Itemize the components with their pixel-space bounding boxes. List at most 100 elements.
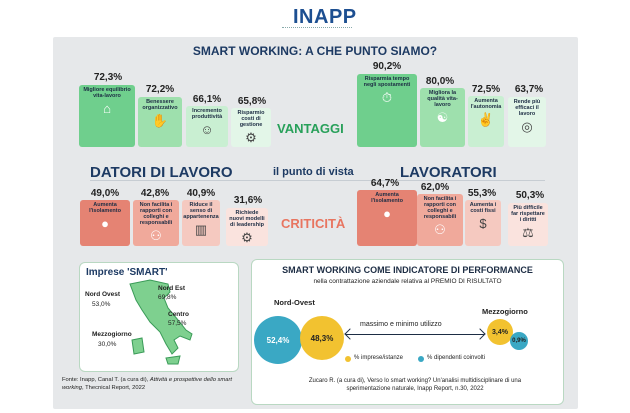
lv-pct-3: 63,7% — [514, 84, 544, 95]
belonging-icon: ▥ — [194, 222, 208, 237]
dv-pct-3: 65,8% — [237, 96, 267, 107]
divider — [90, 180, 545, 181]
dv-bar-2: Incremento produttività ☺ — [186, 106, 228, 147]
bubble-nord-ovest-imprese: 48,3% — [300, 316, 344, 360]
rights-icon: ⚖ — [522, 225, 534, 240]
dv-label-0: Migliore equilibrio vita-lavoro — [83, 87, 131, 99]
bubble-mezzogiorno-imprese: 3,4% — [487, 319, 513, 345]
autonomy-icon: ✌ — [477, 112, 495, 127]
legend-imprese-swatch — [345, 356, 351, 362]
lv-label-0: Risparmia tempo negli spostamenti — [363, 76, 411, 88]
source-left-suffix: , Thecnical Report, 2022 — [81, 384, 146, 391]
region-mezzogiorno-value: 30,0% — [98, 341, 117, 348]
punto-vista-label: il punto di vista — [273, 166, 354, 178]
region-nord-ovest-value: 53,0% — [92, 301, 111, 308]
dv-pct-2: 66,1% — [192, 94, 222, 105]
target-icon: ◎ — [521, 119, 533, 134]
bubble-mezzogiorno-dipendenti: 0,9% — [510, 332, 528, 350]
lc-pct-1: 62,0% — [420, 182, 450, 193]
italy-map — [129, 279, 193, 365]
dv-pct-1: 72,2% — [145, 84, 175, 95]
lv-label-2: Aumenta l'autonomia — [470, 98, 502, 110]
commute-icon: ⏱ — [381, 90, 393, 105]
region-nord-ovest: Nord Ovest — [85, 291, 121, 298]
dc-label-1: Non facilita i rapporti con colleghi e r… — [139, 202, 173, 226]
dc-bar-3: Richiede nuovi modelli di leadership ⚙ — [226, 208, 268, 246]
dv-label-2: Incremento produttività — [191, 108, 223, 120]
imprese-card — [79, 262, 239, 372]
lavoratori-header: LAVORATORI — [400, 164, 497, 181]
dv-bar-3: Risparmio costi di gestione ⚙ — [231, 108, 271, 147]
savings-icon: ⚙ — [245, 130, 257, 145]
range-label: massimo e minimo utilizzo — [360, 321, 442, 328]
work-life-balance-icon: ⌂ — [103, 101, 111, 116]
lv-bar-1: Migliora la qualità vita-lavoro ☯ — [420, 88, 465, 147]
dc-bar-2: Riduce il senso di appartenenza ▥ — [182, 200, 220, 246]
bubble-nord-ovest-dipendenti: 52,4% — [254, 316, 302, 364]
lc-label-1: Non facilita i rapporti con colleghi e r… — [423, 196, 457, 220]
page-title: SMART WORKING: A CHE PUNTO SIAMO? — [192, 44, 438, 58]
lv-pct-2: 72,5% — [471, 84, 501, 95]
leadership-icon: ⚙ — [241, 230, 253, 245]
dv-label-3: Risparmio costi di gestione — [237, 110, 265, 128]
region-nord-est-value: 69,8% — [158, 294, 177, 301]
lc-pct-2: 55,3% — [467, 188, 497, 199]
dc-pct-3: 31,6% — [233, 195, 263, 206]
mezzogiorno-label: Mezzogiorno — [482, 307, 528, 316]
performance-title: SMART WORKING COME INDICATORE DI PERFORM… — [282, 265, 533, 275]
legend-dipendenti-swatch — [418, 356, 424, 362]
performance-source: Zucaro R. (a cura di), Verso lo smart wo… — [308, 378, 522, 392]
dc-label-0: Aumenta l'isolamento — [89, 202, 121, 214]
team-icon: ⚇ — [434, 222, 446, 237]
lc-bar-1: Non facilita i rapporti con colleghi e r… — [417, 194, 463, 246]
lc-label-2: Aumenta i costi fissi — [469, 202, 497, 214]
productivity-icon: ☺ — [200, 122, 214, 137]
source-left: Fonte: Inapp, Canal T. (a cura di), Atti… — [62, 377, 242, 392]
dv-bar-0: Migliore equilibrio vita-lavoro ⌂ — [79, 85, 135, 147]
region-nord-est: Nord Est — [158, 285, 186, 292]
dc-label-3: Richiede nuovi modelli di leadership — [229, 210, 265, 228]
inapp-logo: INAPP — [293, 6, 357, 28]
lv-bar-3: Rende più efficaci il lavoro ◎ — [508, 97, 546, 147]
isolation-icon: ● — [383, 206, 391, 221]
region-centro: Centro — [168, 311, 189, 318]
nord-ovest-label: Nord-Ovest — [274, 298, 315, 307]
dv-label-1: Benessere organizzativo — [142, 99, 178, 111]
lv-pct-1: 80,0% — [425, 76, 455, 87]
region-mezzogiorno: Mezzogiorno — [92, 331, 132, 338]
lc-pct-3: 50,3% — [515, 190, 545, 201]
lc-pct-0: 64,7% — [370, 178, 400, 189]
handshake-icon: ✋ — [151, 113, 169, 128]
range-line — [346, 334, 484, 335]
lv-bar-2: Aumenta l'autonomia ✌ — [468, 96, 504, 147]
source-left-prefix: Fonte: Inapp, Canal T. (a cura di), — [62, 377, 150, 383]
lv-label-1: Migliora la qualità vita-lavoro — [427, 90, 458, 108]
lc-bar-3: Più difficile far rispettare i diritti ⚖ — [508, 203, 548, 246]
lc-bar-2: Aumenta i costi fissi $ — [465, 200, 501, 246]
yoga-icon: ☯ — [436, 110, 449, 125]
dc-label-2: Riduce il senso di appartenenza — [183, 202, 219, 220]
dc-pct-2: 40,9% — [186, 188, 216, 199]
lc-label-3: Più difficile far rispettare i diritti — [511, 205, 545, 223]
vantaggi-label: VANTAGGI — [277, 121, 344, 136]
dc-bar-0: Aumenta l'isolamento ● — [80, 200, 130, 246]
dc-bar-1: Non facilita i rapporti con colleghi e r… — [133, 200, 179, 246]
dv-pct-0: 72,3% — [93, 72, 123, 83]
team-icon: ⚇ — [150, 228, 162, 243]
lv-pct-0: 90,2% — [372, 61, 402, 72]
region-centro-value: 57,5% — [168, 320, 187, 327]
logo-underline — [282, 27, 352, 31]
criticita-label: CRITICITÀ — [281, 216, 346, 231]
costs-icon: $ — [479, 216, 487, 231]
lv-label-3: Rende più efficaci il lavoro — [513, 99, 541, 117]
isolation-icon: ● — [101, 216, 109, 231]
source-left-italic: Attività e prospettive dello smart worki… — [62, 377, 233, 391]
lv-bar-0: Risparmia tempo negli spostamenti ⏱ — [357, 74, 417, 147]
lc-label-0: Aumenta l'isolamento — [371, 192, 403, 204]
datori-header: DATORI DI LAVORO — [90, 164, 233, 181]
dc-pct-0: 49,0% — [90, 188, 120, 199]
lc-bar-0: Aumenta l'isolamento ● — [357, 190, 417, 246]
dc-pct-1: 42,8% — [140, 188, 170, 199]
legend-dipendenti: % dipendenti coinvolti — [427, 355, 486, 361]
imprese-title: Imprese 'SMART' — [86, 267, 168, 278]
